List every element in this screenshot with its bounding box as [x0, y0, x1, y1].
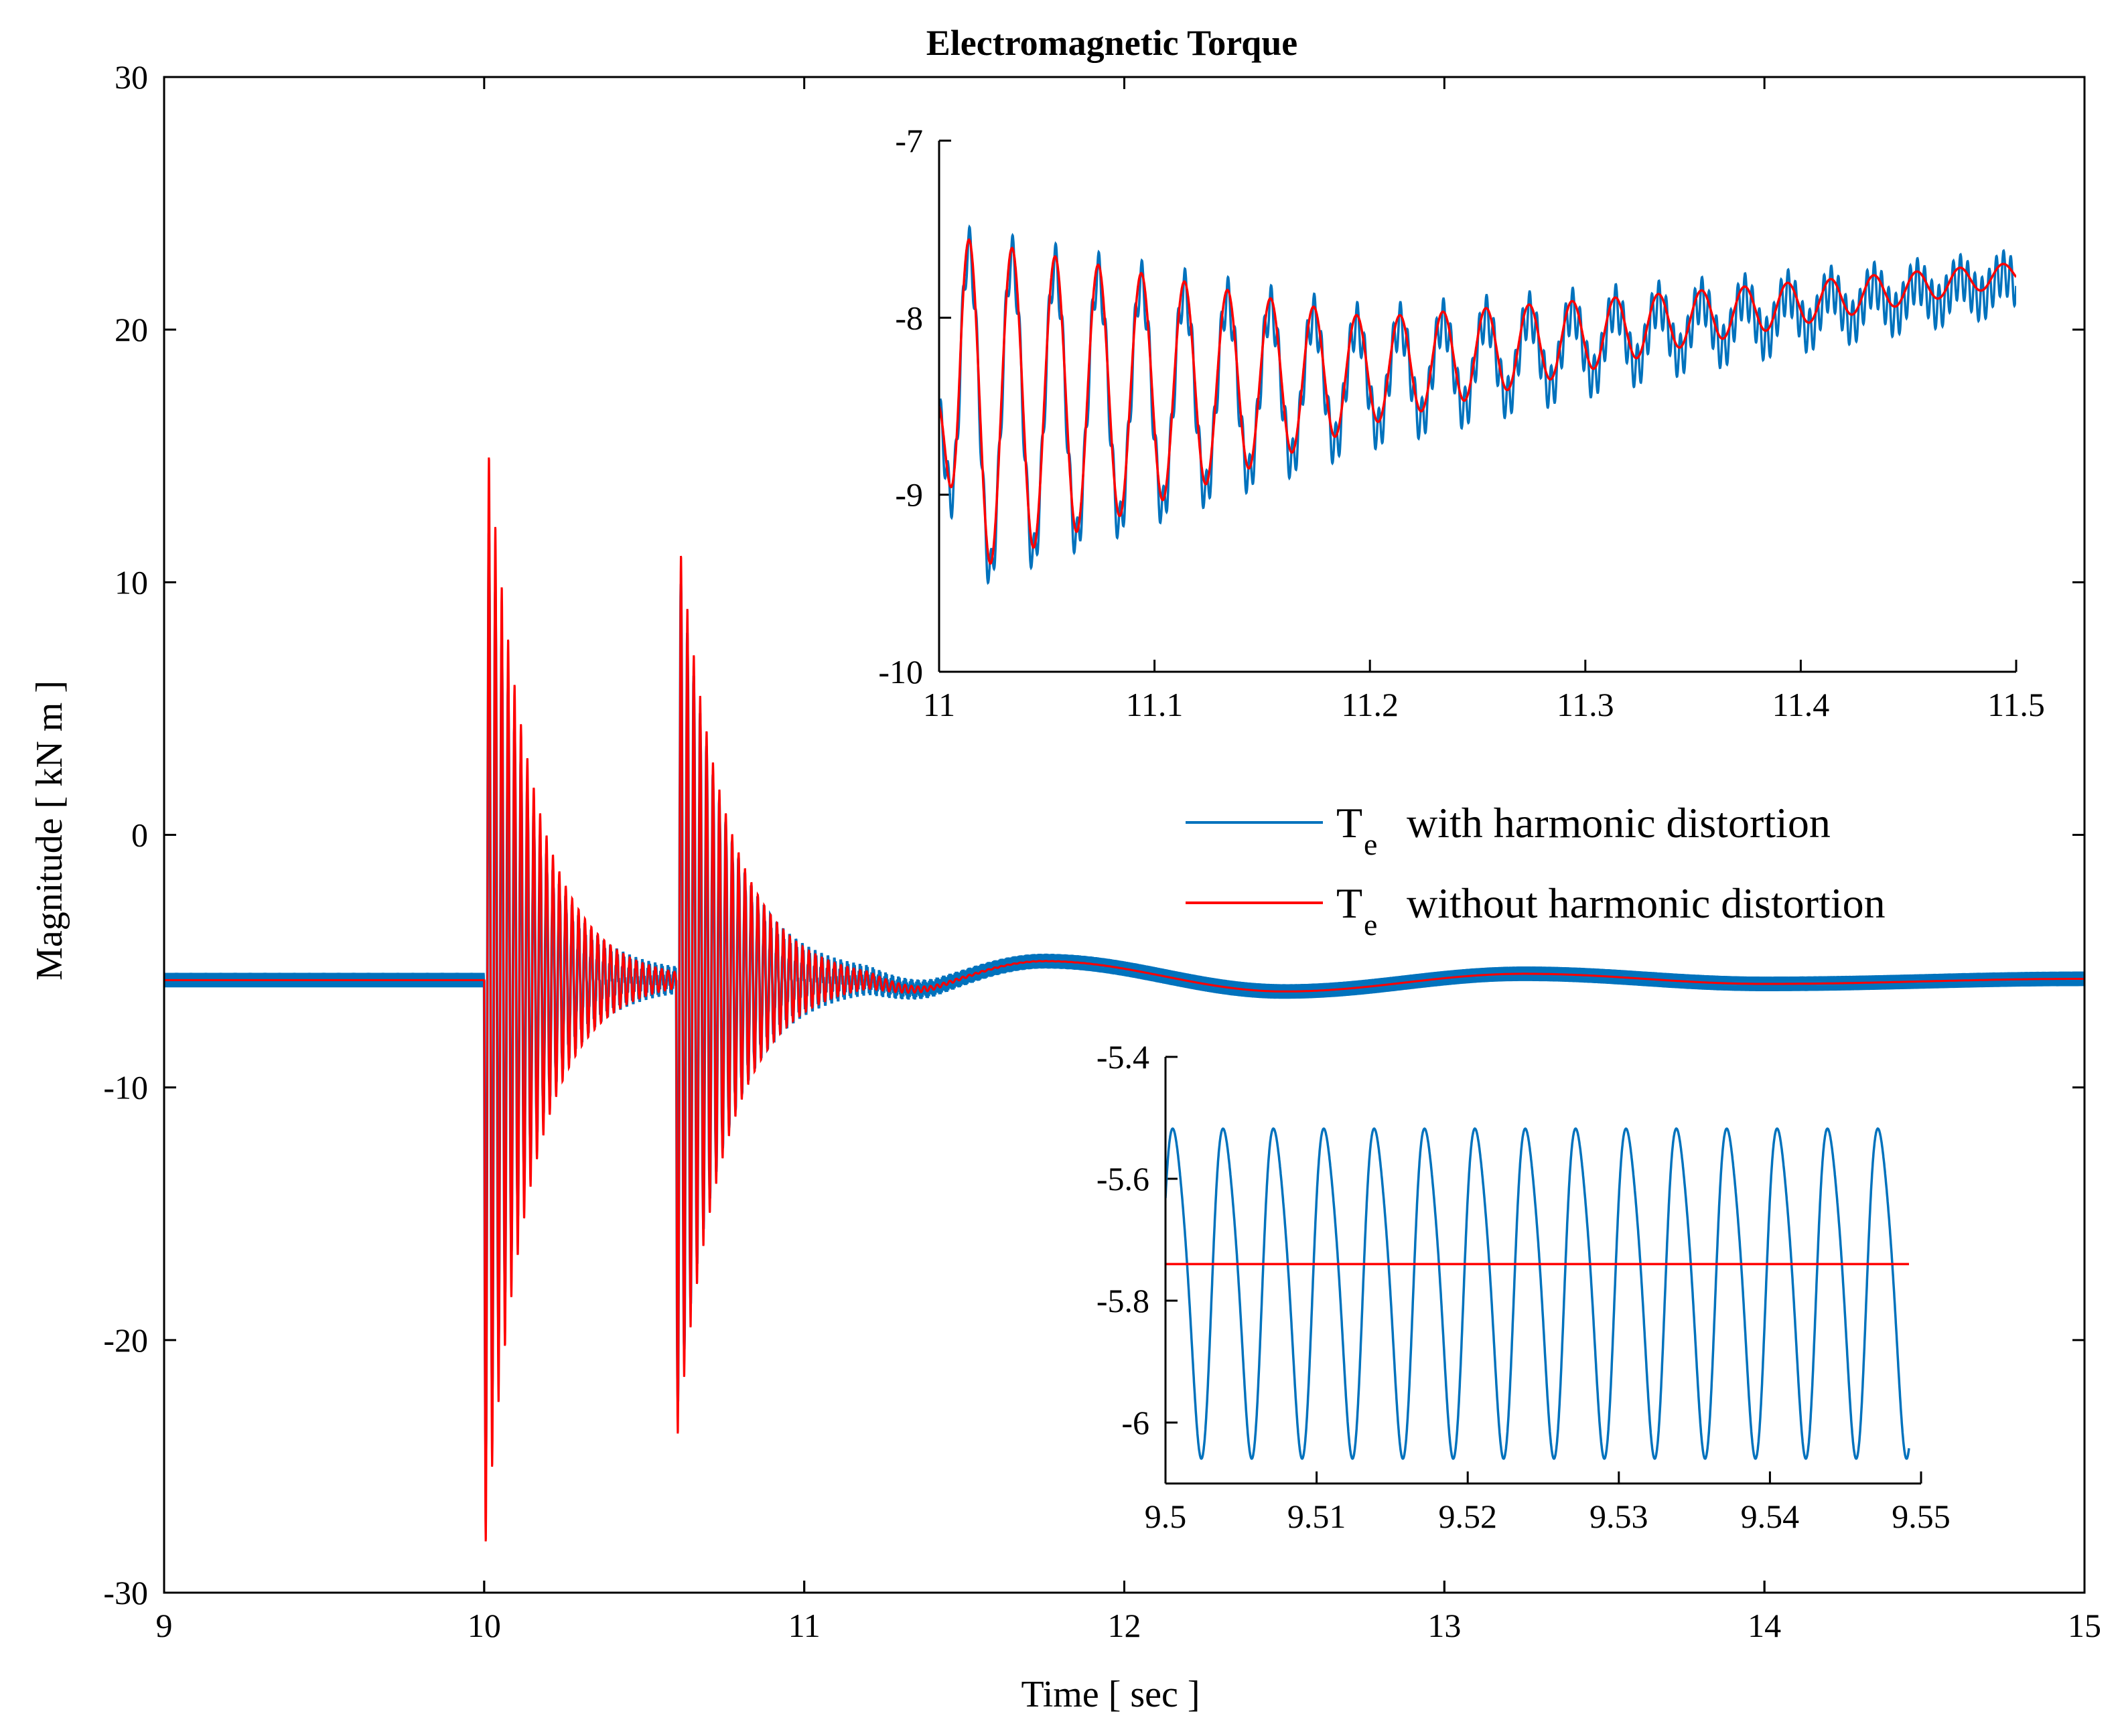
main-y-tick-label: 10 — [115, 563, 148, 601]
legend-label: without harmonic distortion — [1407, 879, 1886, 927]
legend-symbol: T — [1336, 879, 1362, 927]
inset-top-y-tick-label: -9 — [895, 476, 923, 514]
inset-top-y-tick-label: -7 — [895, 122, 923, 159]
series-line-without-harmonic — [164, 457, 2084, 1542]
inset-bottom-y-tick-label: -5.8 — [1097, 1282, 1149, 1319]
legend-symbol: T — [1336, 799, 1362, 847]
inset-top-x-tick-label: 11.2 — [1341, 686, 1399, 723]
main-y-tick-label: 0 — [131, 816, 148, 854]
main-x-tick-label: 9 — [156, 1607, 173, 1644]
inset-top-line-with-harmonic — [939, 224, 2016, 585]
legend-subscript: e — [1364, 827, 1377, 861]
inset-bottom-y-tick-label: -6 — [1121, 1404, 1149, 1441]
main-x-tick-label: 12 — [1108, 1607, 1141, 1644]
main-y-tick-label: 20 — [115, 311, 148, 348]
inset-bottom-x-tick-label: 9.54 — [1741, 1498, 1800, 1535]
inset-top-line-without-harmonic — [939, 238, 2016, 565]
y-axis-label: Magnitude [ kN m ] — [29, 680, 70, 981]
inset-top-x-tick-label: 11.4 — [1772, 686, 1830, 723]
inset-bottom-x-tick-label: 9.55 — [1892, 1498, 1951, 1535]
main-y-tick-label: 30 — [115, 58, 148, 96]
main-y-tick-label: -10 — [103, 1069, 148, 1106]
main-y-tick-label: -30 — [103, 1574, 148, 1611]
main-x-tick-label: 13 — [1427, 1607, 1461, 1644]
inset-top-x-tick-label: 11.5 — [1987, 686, 2045, 723]
inset-bottom-x-tick-label: 9.53 — [1589, 1498, 1648, 1535]
x-axis-label: Time [ sec ] — [1021, 1674, 1200, 1715]
legend-label: with harmonic distortion — [1407, 799, 1831, 847]
inset-top-x-tick-label: 11 — [923, 686, 955, 723]
inset-bottom-y-tick-label: -5.4 — [1097, 1038, 1149, 1076]
main-x-tick-label: 15 — [2068, 1607, 2101, 1644]
inset-top-y-tick-label: -10 — [878, 653, 923, 691]
inset-bottom-x-tick-label: 9.51 — [1287, 1498, 1346, 1535]
main-y-tick-label: -20 — [103, 1321, 148, 1359]
inset-bottom-x-tick-label: 9.5 — [1145, 1498, 1187, 1535]
inset-bottom-line-with-harmonic — [1165, 1127, 1910, 1460]
main-x-tick-label: 10 — [468, 1607, 501, 1644]
main-x-tick-label: 11 — [788, 1607, 821, 1644]
inset-top-x-tick-label: 11.3 — [1557, 686, 1614, 723]
legend-subscript: e — [1364, 908, 1377, 942]
inset-top-background — [939, 141, 2016, 672]
main-x-tick-label: 14 — [1748, 1607, 1781, 1644]
inset-top-x-tick-label: 11.1 — [1126, 686, 1184, 723]
inset-top-y-tick-label: -8 — [895, 299, 923, 336]
inset-bottom-x-tick-label: 9.52 — [1438, 1498, 1497, 1535]
chart-title: Electromagnetic Torque — [926, 23, 1297, 63]
inset-bottom-plot: 9.5 9.51 9.52 9.53 9.54 9.55 -6 -5.8 -5.6 -5.4 — [1097, 1038, 1951, 1535]
inset-top-plot: 11 11.1 11.2 11.3 11.4 11.5 -10 -9 -8 -7 — [878, 122, 2044, 723]
inset-bottom-background — [1165, 1057, 1921, 1484]
inset-bottom-y-tick-label: -5.6 — [1097, 1160, 1149, 1198]
